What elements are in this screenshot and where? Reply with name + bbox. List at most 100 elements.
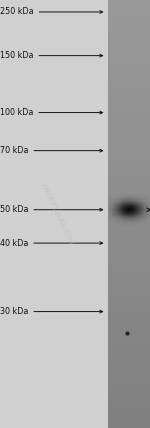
Bar (116, 220, 117, 221)
Bar (140, 200, 141, 201)
Bar (140, 207, 141, 208)
Bar (108, 131, 150, 133)
Bar (108, 6, 150, 7)
Bar (143, 203, 144, 204)
Bar (140, 225, 141, 226)
Bar (108, 83, 150, 84)
Bar (142, 219, 143, 220)
Bar (139, 199, 140, 200)
Bar (120, 207, 121, 208)
Bar (134, 212, 135, 213)
Bar (148, 197, 149, 198)
Bar (120, 201, 121, 202)
Bar (128, 209, 129, 210)
Bar (108, 221, 109, 222)
Bar (109, 214, 110, 215)
Bar (141, 204, 142, 205)
Bar (133, 224, 134, 225)
Bar (129, 196, 130, 197)
Bar (108, 178, 150, 180)
Bar (134, 203, 135, 204)
Bar (146, 200, 147, 201)
Bar (108, 277, 150, 278)
Bar (125, 216, 126, 217)
Bar (108, 4, 150, 6)
Bar (134, 222, 135, 223)
Bar (108, 124, 150, 125)
Bar (119, 220, 120, 221)
Bar (142, 197, 143, 198)
Bar (116, 218, 117, 219)
Bar (112, 204, 113, 205)
Bar (108, 158, 150, 160)
Bar (140, 215, 141, 216)
Bar (108, 348, 150, 350)
Bar (135, 221, 136, 222)
Bar (108, 74, 150, 76)
Bar (135, 198, 136, 199)
Bar (119, 224, 120, 225)
Bar (129, 208, 130, 209)
Bar (129, 197, 130, 198)
Bar (138, 202, 139, 203)
Bar (132, 222, 133, 223)
Bar (112, 212, 113, 213)
Bar (108, 44, 150, 46)
Bar (132, 194, 133, 195)
Bar (147, 206, 148, 207)
Bar (133, 211, 134, 212)
Bar (134, 194, 135, 195)
Bar (145, 198, 146, 199)
Bar (125, 202, 126, 203)
Bar (138, 219, 139, 220)
Bar (108, 394, 150, 395)
Bar (137, 208, 138, 209)
Bar (144, 225, 145, 226)
Bar (125, 203, 126, 204)
Bar (123, 219, 124, 220)
Bar (117, 214, 118, 215)
Bar (119, 213, 120, 214)
Bar (127, 212, 128, 213)
Bar (108, 205, 109, 206)
Bar (110, 212, 111, 213)
Bar (108, 415, 150, 416)
Bar (111, 203, 112, 204)
Bar (144, 213, 145, 214)
Bar (108, 414, 150, 415)
Bar (111, 208, 112, 209)
Bar (148, 224, 149, 225)
Bar (118, 220, 119, 221)
Bar (118, 217, 119, 218)
Bar (127, 224, 128, 225)
Bar (139, 224, 140, 225)
Bar (108, 290, 150, 291)
Bar (122, 203, 123, 204)
Bar (108, 187, 150, 188)
Bar (136, 212, 137, 213)
Bar (149, 215, 150, 216)
Bar (125, 218, 126, 219)
Bar (146, 207, 147, 208)
Bar (108, 191, 150, 193)
Bar (113, 209, 114, 210)
Bar (108, 12, 150, 13)
Bar (108, 298, 150, 300)
Bar (129, 225, 130, 226)
Bar (126, 195, 127, 196)
Bar (124, 199, 125, 200)
Bar (108, 292, 150, 294)
Bar (114, 195, 115, 196)
Bar (114, 197, 115, 198)
Bar (137, 215, 138, 216)
Bar (108, 208, 150, 210)
Bar (121, 201, 122, 202)
Bar (133, 208, 134, 209)
Bar (124, 196, 125, 197)
Bar (108, 18, 150, 20)
Bar (110, 213, 111, 214)
Bar (109, 207, 110, 208)
Bar (136, 218, 137, 219)
Bar (110, 223, 111, 224)
Bar (116, 212, 117, 213)
